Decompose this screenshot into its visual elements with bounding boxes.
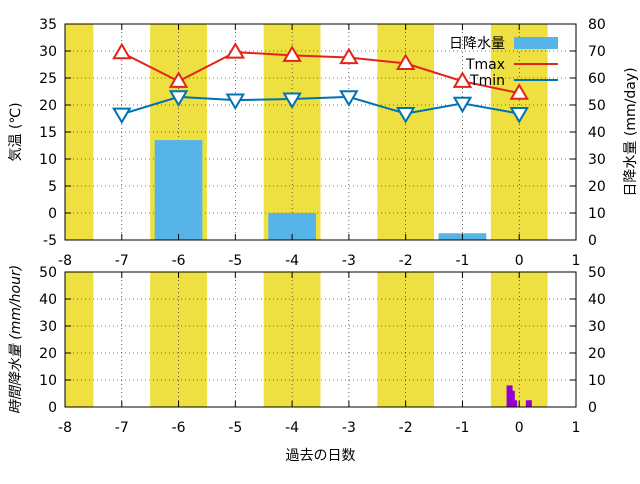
y-axis-label-left: 気温 (℃) bbox=[8, 102, 24, 161]
y-tick-label-right: 30 bbox=[588, 152, 606, 168]
hourly-precip-bar bbox=[511, 400, 518, 407]
x-tick-label-bottom: -3 bbox=[342, 420, 356, 436]
tmax-marker bbox=[509, 83, 529, 100]
tmax-marker bbox=[339, 47, 359, 65]
x-tick-label-top: -6 bbox=[172, 253, 186, 269]
y-tick-label-left: 20 bbox=[39, 98, 57, 114]
x-tick-label-top: 0 bbox=[515, 253, 524, 269]
y-tick-label-right-bottom: 40 bbox=[588, 292, 606, 308]
x-tick-label-bottom: -5 bbox=[228, 420, 242, 436]
hourly-precip-bar bbox=[508, 390, 515, 407]
tmin-marker bbox=[452, 96, 473, 114]
y-tick-label-left: 30 bbox=[39, 44, 57, 60]
y-tick-label-right: 60 bbox=[588, 71, 606, 87]
tmin-marker bbox=[168, 90, 189, 107]
y-tick-label-left: 0 bbox=[48, 206, 57, 222]
y-tick-label-left-bottom: 0 bbox=[48, 400, 57, 416]
tmax-marker bbox=[225, 42, 246, 59]
y-tick-label-right: 0 bbox=[588, 233, 597, 249]
legend-swatch bbox=[514, 37, 558, 49]
y-tick-label-left: -5 bbox=[43, 233, 57, 249]
y-tick-label-right: 80 bbox=[588, 17, 606, 33]
tmin-marker bbox=[225, 93, 246, 111]
x-tick-label-top: -3 bbox=[342, 253, 356, 269]
x-tick-label-bottom: -7 bbox=[115, 420, 129, 436]
x-tick-label-bottom: 1 bbox=[572, 420, 581, 436]
yellow-band-bottom bbox=[65, 272, 94, 407]
y-tick-label-left: 25 bbox=[39, 71, 57, 87]
x-tick-label-top: -4 bbox=[285, 253, 299, 269]
plot-frame-bottom bbox=[64, 271, 577, 408]
tmax-marker bbox=[282, 45, 302, 62]
x-tick-label-top: 1 bbox=[572, 253, 581, 269]
tmax-line bbox=[121, 51, 520, 95]
x-tick-label-bottom: -8 bbox=[58, 420, 72, 436]
x-tick-label-top: -7 bbox=[115, 253, 129, 269]
y-tick-label-right: 40 bbox=[588, 125, 606, 141]
legend-label: Tmin bbox=[469, 73, 505, 89]
tmax-marker bbox=[452, 71, 473, 88]
hourly-precip-bar bbox=[525, 400, 532, 407]
y-tick-label-left: 35 bbox=[39, 17, 57, 33]
y-tick-label-left-bottom: 30 bbox=[39, 319, 57, 335]
tmin-line bbox=[121, 95, 520, 116]
y-axis-label-bottom: 時間降水量 (mm/hour) bbox=[8, 265, 24, 414]
y-tick-label-right: 20 bbox=[588, 179, 606, 195]
y-tick-label-right: 70 bbox=[588, 44, 606, 60]
tmax-marker bbox=[168, 71, 189, 88]
x-tick-label-bottom: -6 bbox=[172, 420, 186, 436]
tmin-marker bbox=[395, 107, 416, 124]
legend-label: 日降水量 bbox=[449, 36, 505, 52]
tmin-marker bbox=[112, 107, 132, 125]
precip-bar bbox=[154, 140, 203, 240]
x-tick-label-bottom: 0 bbox=[515, 420, 524, 436]
x-tick-label-top: -1 bbox=[455, 253, 469, 269]
ticks-top bbox=[64, 23, 577, 241]
y-tick-label-right-bottom: 30 bbox=[588, 319, 606, 335]
x-tick-label-top: -8 bbox=[58, 253, 72, 269]
tmax-marker bbox=[112, 42, 132, 60]
x-tick-label-top: -2 bbox=[399, 253, 413, 269]
y-tick-label-right-bottom: 20 bbox=[588, 346, 606, 362]
grid-bottom bbox=[65, 272, 576, 407]
y-tick-label-left-bottom: 20 bbox=[39, 346, 57, 362]
y-tick-label-left-bottom: 50 bbox=[39, 265, 57, 281]
y-tick-label-right-bottom: 50 bbox=[588, 265, 606, 281]
tmin-marker bbox=[339, 90, 359, 107]
y-tick-label-right: 50 bbox=[588, 98, 606, 114]
x-axis-label: 過去の日数 bbox=[286, 448, 356, 464]
legend-label: Tmax bbox=[465, 57, 505, 73]
tmin-marker bbox=[282, 92, 302, 110]
y-tick-label-right-bottom: 0 bbox=[588, 400, 597, 416]
y-tick-label-right: 10 bbox=[588, 206, 606, 222]
y-tick-label-left-bottom: 40 bbox=[39, 292, 57, 308]
y-axis-label-right: 日降水量 (mm/day) bbox=[623, 67, 639, 196]
y-tick-label-left: 10 bbox=[39, 152, 57, 168]
x-tick-label-bottom: -4 bbox=[285, 420, 299, 436]
x-tick-label-bottom: -1 bbox=[455, 420, 469, 436]
y-tick-label-right-bottom: 10 bbox=[588, 373, 606, 389]
x-tick-label-bottom: -2 bbox=[399, 420, 413, 436]
ticks-bottom bbox=[64, 271, 577, 408]
y-tick-label-left: 15 bbox=[39, 125, 57, 141]
x-tick-label-top: -5 bbox=[228, 253, 242, 269]
y-tick-label-left: 5 bbox=[48, 179, 57, 195]
tmax-marker bbox=[395, 53, 416, 71]
y-tick-label-left-bottom: 10 bbox=[39, 373, 57, 389]
tmin-marker bbox=[509, 107, 529, 124]
